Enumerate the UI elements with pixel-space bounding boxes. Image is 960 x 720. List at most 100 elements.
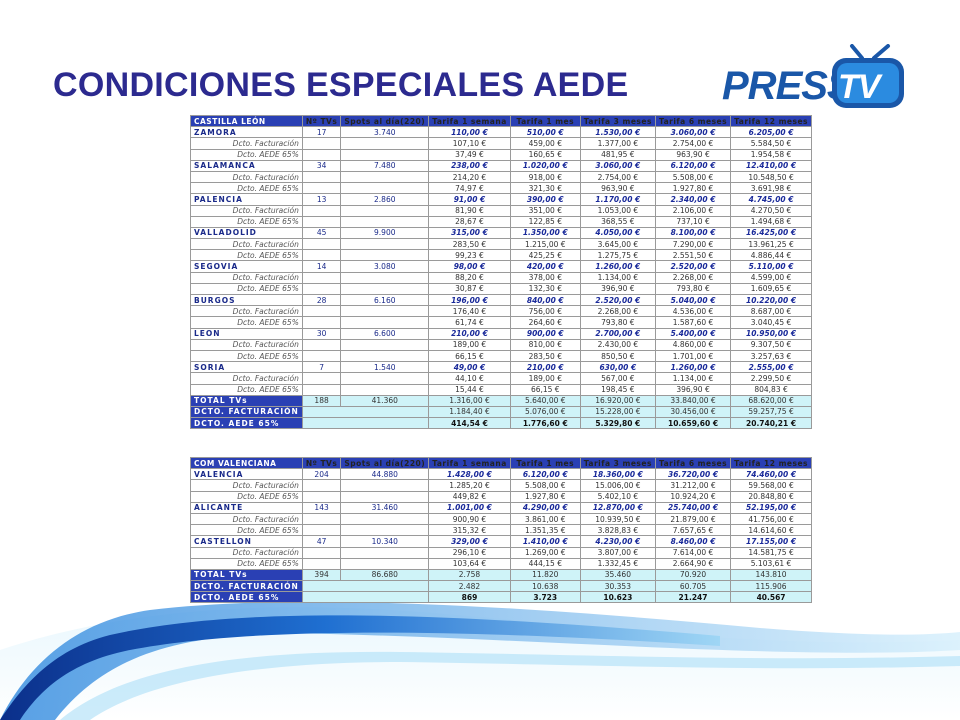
price-cell: 8.100,00 €: [654, 226, 732, 240]
column-header: Nº TVs: [301, 456, 342, 470]
empty-cell: [301, 204, 342, 217]
total-aede-row: DCTO. AEDE 65% 414,54 €1.776,60 €5.329,80…: [190, 417, 812, 430]
total-cell: 1.316,00 €: [428, 394, 511, 407]
empty-cell: [301, 282, 342, 296]
tv-icon: [832, 44, 904, 108]
price-cell: 14.614,60 €: [730, 524, 812, 537]
total-tvs-row: TOTAL TVs 394 86.680 2.758 11.820 35.460 70.92…: [190, 568, 812, 582]
price-cell: 351,00 €: [509, 204, 581, 217]
total-cell: 2.758: [428, 568, 511, 582]
price-cell: 238,00 €: [428, 159, 511, 172]
column-header: Nº TVs: [301, 114, 342, 128]
price-cell: 630,00 €: [579, 361, 656, 374]
price-cell: 810,00 €: [509, 338, 581, 351]
price-cell: 189,00 €: [509, 372, 581, 385]
price-cell: 390,00 €: [509, 193, 581, 206]
price-cell: 3.861,00 €: [509, 512, 581, 526]
price-cell: 1.428,00 €: [428, 468, 511, 481]
discount-label: Dcto. Facturación: [190, 305, 303, 318]
discount-label: Dcto. AEDE 65%: [190, 316, 303, 329]
empty-cell: [301, 349, 342, 363]
price-cell: 2.340,00 €: [654, 193, 732, 206]
price-cell: 1.609,65 €: [730, 282, 812, 296]
discount-label: Dcto. AEDE 65%: [190, 148, 303, 161]
price-cell: 13.961,25 €: [730, 238, 812, 251]
column-header: Spots al día(220): [340, 456, 430, 470]
price-cell: 2.430,00 €: [579, 338, 656, 351]
total-cell: 143.810: [730, 568, 812, 582]
price-cell: 1.260,00 €: [579, 260, 656, 273]
logo-press-text: PRESS: [722, 64, 854, 108]
total-spots: 41.360: [340, 394, 430, 407]
column-header: COM VALENCIANA: [190, 456, 303, 470]
empty-cell: [301, 405, 430, 419]
price-cell: 2.520,00 €: [654, 260, 732, 273]
empty-cell: [340, 557, 430, 570]
tv-count: 28: [301, 293, 342, 307]
price-cell: 107,10 €: [428, 137, 511, 150]
price-cell: 210,00 €: [428, 327, 511, 340]
price-cell: 7.614,00 €: [654, 546, 732, 559]
price-cell: 2.268,00 €: [654, 271, 732, 284]
empty-cell: [301, 271, 342, 284]
tv-count: 17: [301, 126, 342, 139]
price-cell: 3.807,00 €: [579, 546, 656, 559]
total-cell: 21.247: [654, 591, 732, 604]
price-cell: 4.230,00 €: [579, 535, 656, 548]
price-cell: 1.001,00 €: [428, 501, 511, 514]
price-cell: 737,10 €: [654, 215, 732, 228]
city-name: ZAMORA: [190, 126, 303, 139]
price-cell: 81,90 €: [428, 204, 511, 217]
discount-label: Dcto. Facturación: [190, 372, 303, 385]
price-cell: 283,50 €: [428, 238, 511, 251]
com-valenciana-table: COM VALENCIANA Nº TVs Spots al día(220) Tar…: [190, 456, 812, 604]
price-cell: 2.555,00 €: [730, 361, 812, 374]
discount-row: Dcto. AEDE 65% 30,87 €132,30 €396,90 €793…: [190, 282, 812, 296]
price-cell: 103,64 €: [428, 557, 511, 570]
price-cell: 28,67 €: [428, 215, 511, 228]
column-header: Tarifa 6 meses: [654, 114, 732, 128]
discount-label: Dcto. Facturación: [190, 546, 303, 559]
price-cell: 6.120,00 €: [654, 159, 732, 172]
price-cell: 444,15 €: [509, 557, 581, 570]
total-aede-row: DCTO. AEDE 65% 869 3.723 10.623 21.247 40.567: [190, 591, 812, 604]
empty-cell: [301, 591, 430, 604]
price-cell: 10.924,20 €: [654, 490, 732, 503]
total-cell: 60.705: [654, 580, 732, 593]
price-cell: 66,15 €: [509, 383, 581, 396]
price-cell: 61,74 €: [428, 316, 511, 329]
discount-label: Dcto. AEDE 65%: [190, 349, 303, 363]
price-cell: 1.701,00 €: [654, 349, 732, 363]
city-name: SEGOVIA: [190, 260, 303, 273]
discount-label: Dcto. AEDE 65%: [190, 524, 303, 537]
price-cell: 283,50 €: [509, 349, 581, 363]
total-label: DCTO. AEDE 65%: [190, 591, 303, 604]
price-cell: 18.360,00 €: [579, 468, 656, 481]
price-cell: 449,82 €: [428, 490, 511, 503]
empty-cell: [301, 215, 342, 228]
price-cell: 756,00 €: [509, 305, 581, 318]
empty-cell: [340, 316, 430, 329]
price-cell: 4.290,00 €: [509, 501, 581, 514]
price-cell: 5.508,00 €: [509, 479, 581, 492]
total-cell: 40.567: [730, 591, 812, 604]
spots-count: 6.160: [340, 293, 430, 307]
price-cell: 4.536,00 €: [654, 305, 732, 318]
table-header-row: COM VALENCIANA Nº TVs Spots al día(220) Tar…: [190, 456, 812, 470]
total-label: TOTAL TVs: [190, 568, 303, 582]
price-cell: 214,20 €: [428, 170, 511, 184]
empty-cell: [301, 238, 342, 251]
price-cell: 132,30 €: [509, 282, 581, 296]
price-cell: 1.215,00 €: [509, 238, 581, 251]
price-cell: 10.939,50 €: [579, 512, 656, 526]
price-cell: 5.508,00 €: [654, 170, 732, 184]
price-cell: 21.879,00 €: [654, 512, 732, 526]
empty-cell: [340, 512, 430, 526]
price-cell: 6.205,00 €: [730, 126, 812, 139]
discount-row: Dcto. Facturación 296,10 €1.269,00 €3.807…: [190, 546, 812, 559]
price-cell: 49,00 €: [428, 361, 511, 374]
column-header: CASTILLA LEÓN: [190, 114, 303, 128]
price-cell: 2.299,50 €: [730, 372, 812, 385]
discount-row: Dcto. Facturación 176,40 €756,00 €2.268,0…: [190, 305, 812, 318]
